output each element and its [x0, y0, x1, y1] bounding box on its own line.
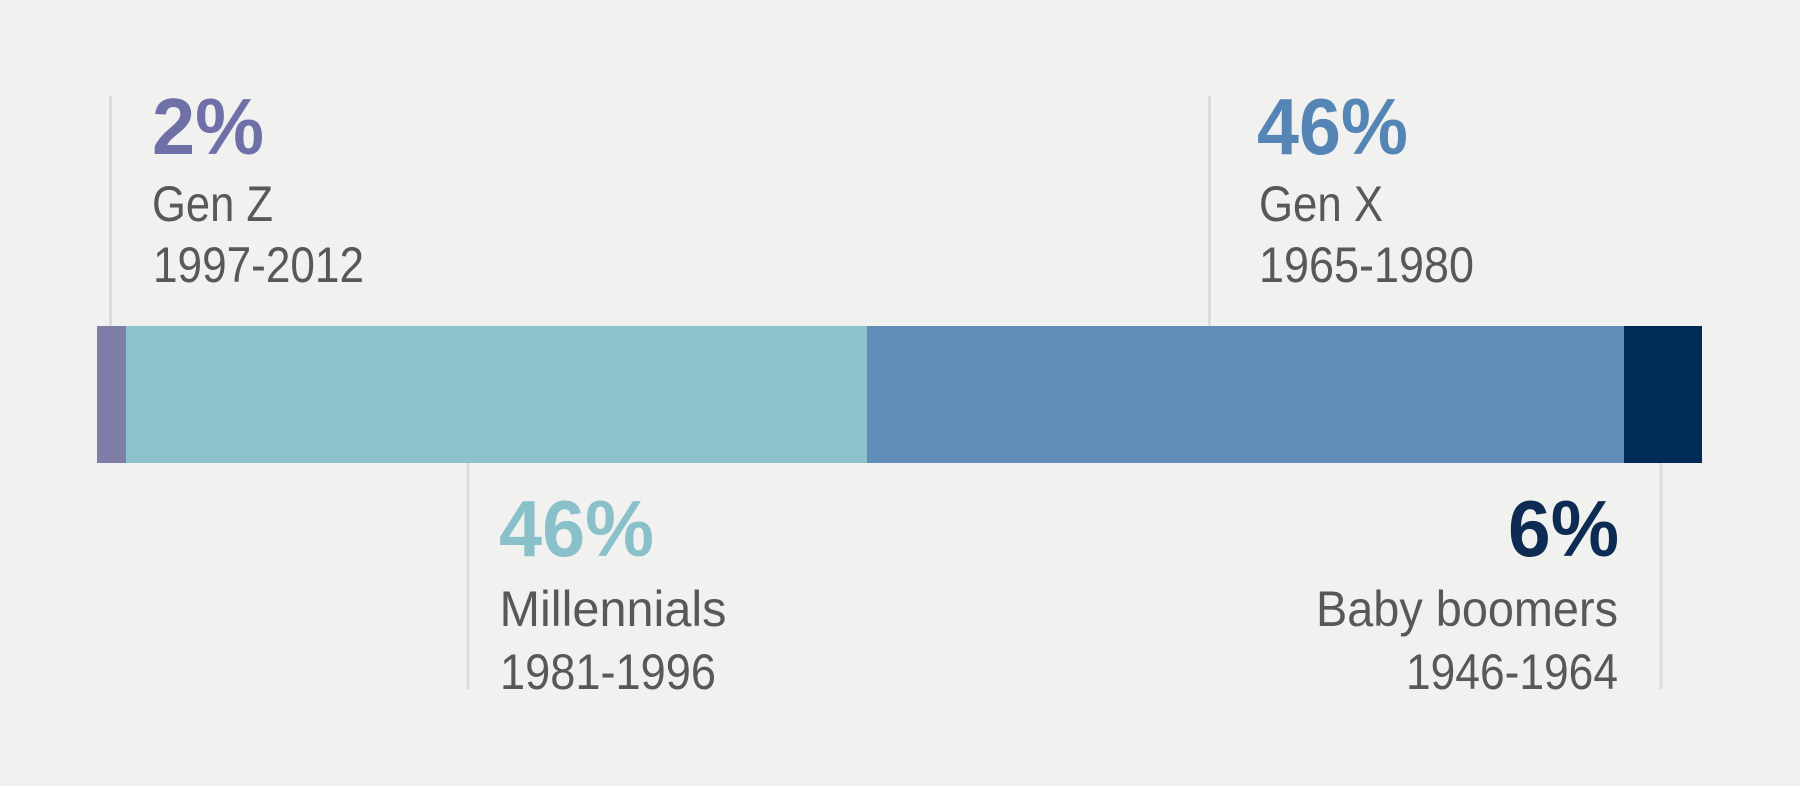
svg-text:2%: 2%: [152, 82, 264, 171]
svg-text:Gen Z: Gen Z: [152, 176, 273, 232]
svg-text:1981-1996: 1981-1996: [500, 644, 716, 700]
svg-text:Gen X: Gen X: [1259, 176, 1383, 232]
svg-text:1965-1980: 1965-1980: [1259, 237, 1474, 293]
svg-text:6%: 6%: [1508, 484, 1619, 573]
svg-text:1946-1964: 1946-1964: [1406, 644, 1618, 700]
svg-text:1997-2012: 1997-2012: [153, 237, 364, 293]
svg-text:Millennials: Millennials: [500, 581, 727, 637]
svg-text:46%: 46%: [499, 484, 654, 573]
svg-text:Baby boomers: Baby boomers: [1316, 581, 1618, 637]
svg-text:46%: 46%: [1257, 82, 1408, 171]
